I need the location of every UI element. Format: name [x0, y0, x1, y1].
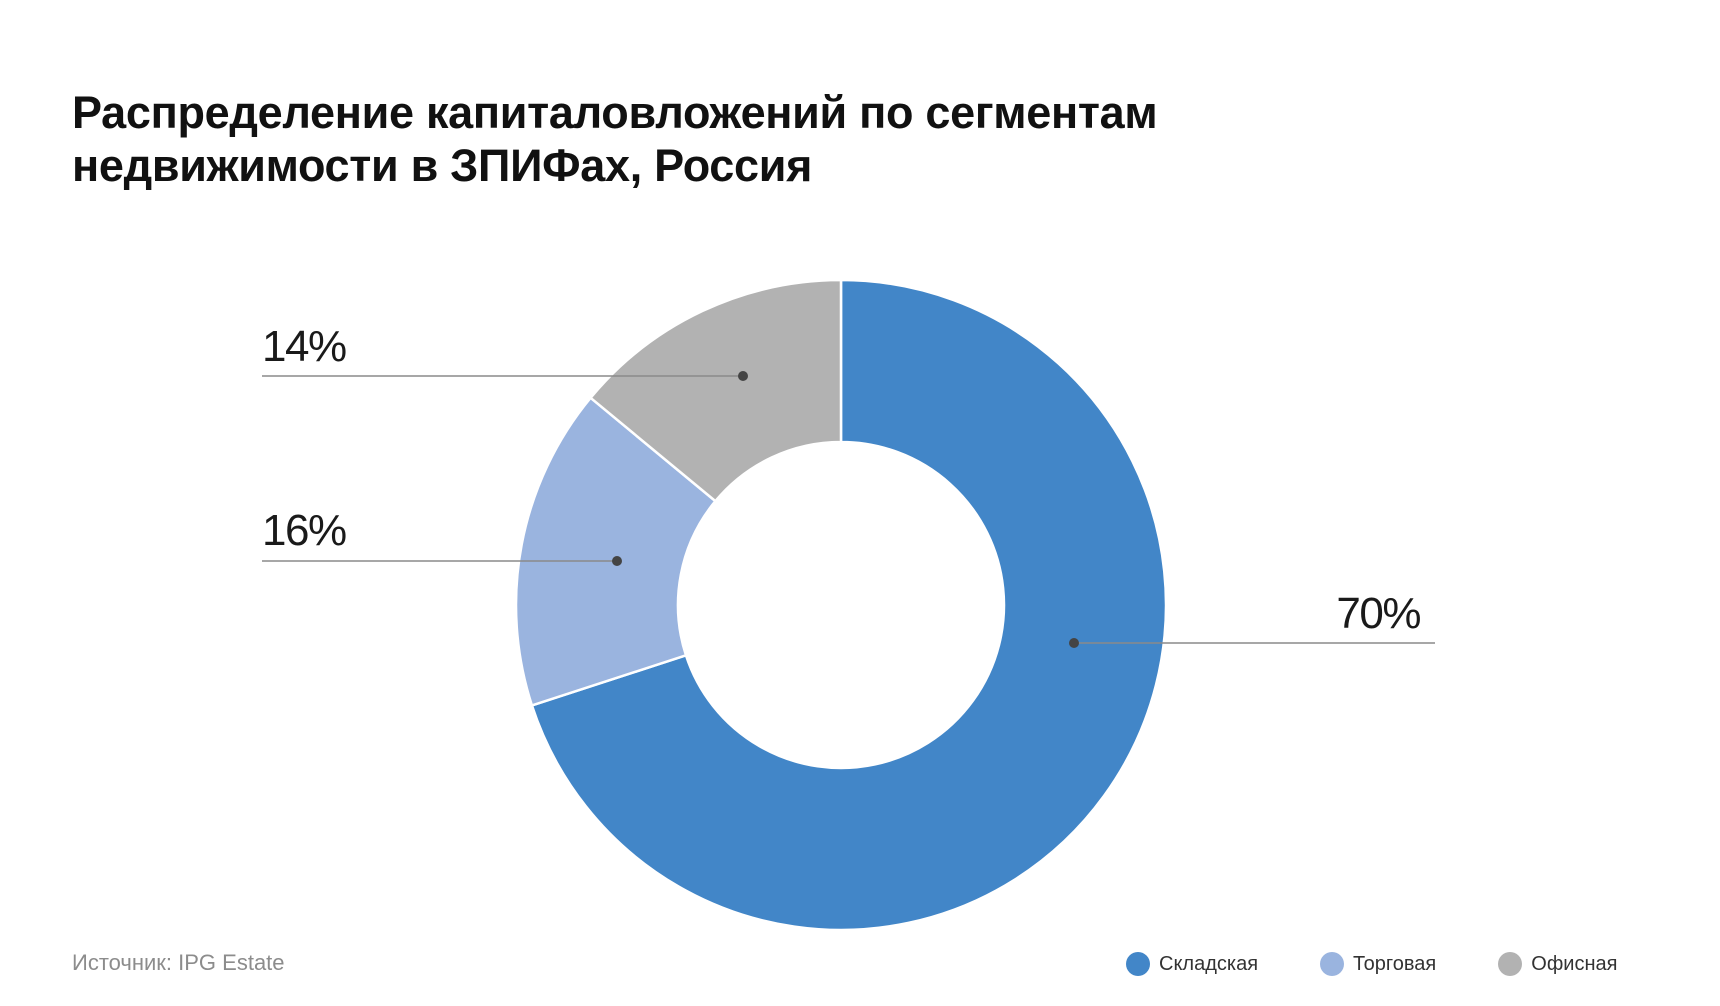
legend-label-3: Офисная	[1531, 952, 1618, 975]
donut-slices	[514, 278, 1168, 932]
data-label-1: 70%	[1336, 589, 1420, 638]
data-label-2: 16%	[262, 506, 346, 555]
slice-3	[589, 278, 843, 503]
slice-1	[530, 278, 1168, 932]
leader-dot-3	[738, 371, 748, 381]
source-note: Источник: IPG Estate	[72, 950, 285, 975]
legend-label-2: Торговая	[1353, 952, 1437, 975]
legend-swatch-1	[1126, 952, 1150, 976]
chart-title-line-1: Распределение капиталовложений по сегмен…	[72, 87, 1158, 138]
chart-title-line-2: недвижимости в ЗПИФах, Россия	[72, 140, 813, 191]
leader-dot-2	[612, 556, 622, 566]
legend-item-2: Торговая	[1320, 952, 1436, 976]
slice-2	[514, 396, 717, 707]
data-label-3: 14%	[262, 322, 346, 371]
legend-swatch-3	[1498, 952, 1523, 976]
legend-item-1: Складская	[1126, 952, 1258, 976]
legend-swatch-2	[1320, 952, 1345, 976]
chart-title: Распределение капиталовложений по сегмен…	[72, 86, 1372, 192]
donut-labels: 70% 16% 14%	[262, 322, 1435, 648]
legend-item-3: Офисная	[1498, 952, 1617, 976]
legend-label-1: Складская	[1159, 952, 1259, 975]
chart-legend: Складская Торговая Офисная	[1126, 950, 1617, 978]
leader-dot-1	[1069, 638, 1079, 648]
